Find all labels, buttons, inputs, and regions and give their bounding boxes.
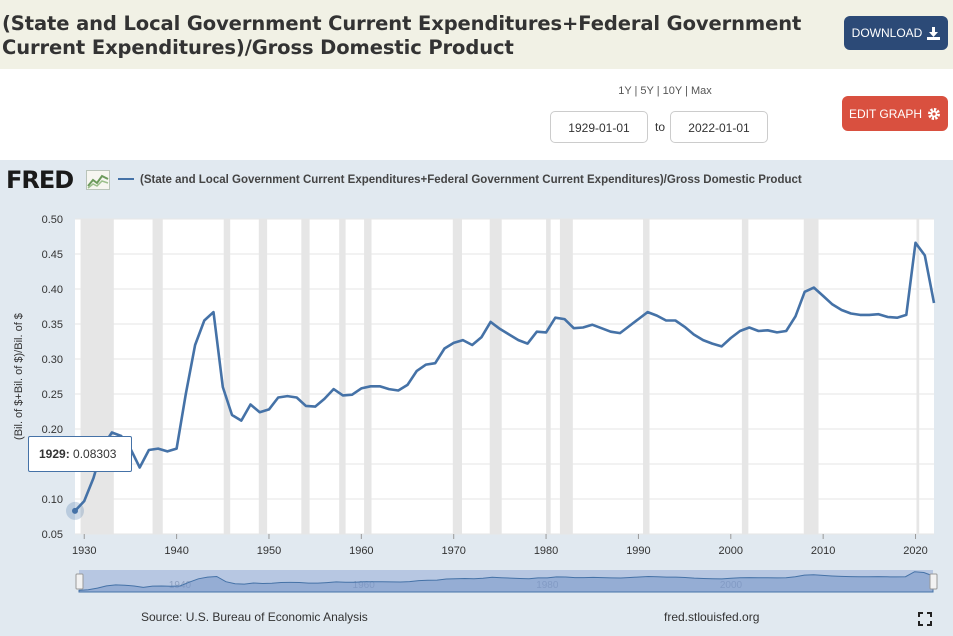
recession-band xyxy=(258,219,268,534)
legend-label: (State and Local Government Current Expe… xyxy=(140,174,802,186)
tooltip-year: 1929: xyxy=(39,447,70,461)
title-bar: (State and Local Government Current Expe… xyxy=(0,0,953,69)
x-tick-label: 2000 xyxy=(719,545,743,557)
y-tick-label: 0.30 xyxy=(42,354,63,366)
recession-band xyxy=(364,219,372,534)
x-tick-label: 1930 xyxy=(72,545,96,557)
y-tick-label: 0.25 xyxy=(42,389,63,401)
x-tick-label: 2010 xyxy=(811,545,835,557)
navigator-series xyxy=(78,571,934,593)
y-tick-label: 0.45 xyxy=(42,249,63,261)
plot-area xyxy=(75,219,934,534)
y-tick-label: 0.40 xyxy=(42,284,63,296)
recession-band xyxy=(546,219,551,534)
tooltip-value: 0.08303 xyxy=(73,447,117,461)
fred-logo-chart-icon xyxy=(86,170,110,190)
graph-title: (State and Local Government Current Expe… xyxy=(2,12,802,59)
navigator-handle xyxy=(929,573,938,590)
y-tick-label: 0.20 xyxy=(42,424,63,436)
date-range-shortcuts[interactable]: 1Y | 5Y | 10Y | Max xyxy=(618,85,712,97)
series-line xyxy=(74,241,936,512)
recession-band xyxy=(152,219,163,534)
fullscreen-icon[interactable] xyxy=(918,612,932,626)
x-tick-label: 1970 xyxy=(441,545,465,557)
x-tick-label: 2020 xyxy=(903,545,927,557)
download-button[interactable]: DOWNLOAD xyxy=(844,16,948,50)
gear-icon xyxy=(928,107,941,120)
x-tick-label: 1950 xyxy=(257,545,281,557)
y-tick-label: 0.50 xyxy=(42,214,63,226)
date-to-label: to xyxy=(655,120,666,134)
hover-tooltip: 1929: 0.08303 xyxy=(28,436,132,472)
x-tick-label: 1940 xyxy=(164,545,188,557)
x-tick-label: 1980 xyxy=(534,545,558,557)
y-tick-label: 0.05 xyxy=(42,529,63,541)
download-label: DOWNLOAD xyxy=(851,26,923,40)
navigator-handle xyxy=(75,573,84,590)
recession-band xyxy=(301,219,310,534)
y-tick-label: 0.35 xyxy=(42,319,63,331)
fred-logo[interactable]: FRED xyxy=(6,166,74,194)
x-tick-label: 1990 xyxy=(626,545,650,557)
legend-swatch xyxy=(118,178,134,180)
y-axis-label: (Bil. of $+Bil. of $)/Bil. of $ xyxy=(13,313,25,440)
y-tick-label: 0.10 xyxy=(42,494,63,506)
hover-marker xyxy=(72,507,78,514)
edit-graph-label: EDIT GRAPH xyxy=(848,106,923,121)
recession-band xyxy=(223,219,231,534)
x-tick-label: 1960 xyxy=(349,545,373,557)
recession-band xyxy=(803,219,819,534)
source-credit: Source: U.S. Bureau of Economic Analysis xyxy=(141,610,368,624)
recession-band xyxy=(339,219,346,534)
edit-graph-button[interactable]: EDIT GRAPH xyxy=(842,96,948,131)
recession-band xyxy=(916,219,920,534)
recession-band xyxy=(452,219,463,534)
recession-band xyxy=(559,219,573,534)
download-icon xyxy=(927,26,941,40)
start-date-input[interactable]: 1929-01-01 xyxy=(550,111,648,143)
site-link[interactable]: fred.stlouisfed.org xyxy=(664,610,760,624)
recession-band xyxy=(80,219,114,534)
recession-band xyxy=(643,219,650,534)
recession-band xyxy=(489,219,502,534)
end-date-input[interactable]: 2022-01-01 xyxy=(670,111,768,143)
recession-band xyxy=(741,219,749,534)
